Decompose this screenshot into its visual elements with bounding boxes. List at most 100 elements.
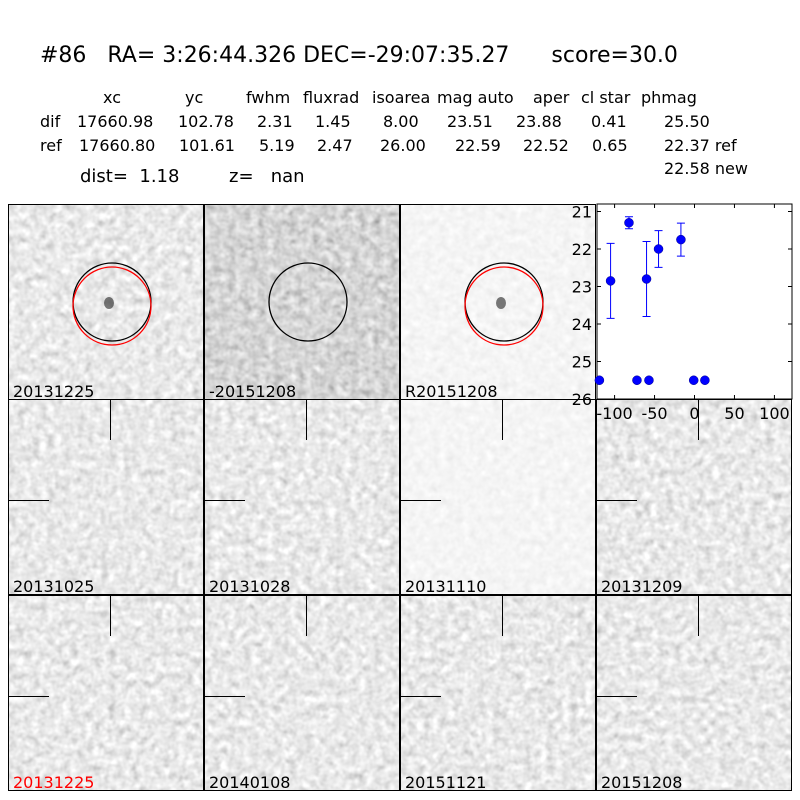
stamp-date-label: 20131028 xyxy=(209,577,291,595)
x-tick-label: 50 xyxy=(724,404,744,423)
column-header: isoarea xyxy=(372,88,431,107)
data-point xyxy=(632,375,642,385)
table-cell: 1.45 xyxy=(315,112,351,131)
stamp-image xyxy=(401,205,595,399)
data-point xyxy=(688,375,699,385)
stamp-date-label: 20131209 xyxy=(601,577,683,595)
column-header: mag auto xyxy=(437,88,514,107)
stamp-date-label: 20131025 xyxy=(13,577,95,595)
y-tick-label: 25 xyxy=(572,353,592,372)
crosshair-horizontal xyxy=(401,696,441,697)
image-stamp[interactable]: 20131110 xyxy=(400,399,596,595)
data-point xyxy=(700,375,710,385)
table-cell: 26.00 xyxy=(380,136,426,155)
column-header: phmag xyxy=(641,88,697,107)
crosshair-horizontal xyxy=(9,696,49,697)
crosshair-vertical xyxy=(502,596,503,636)
table-cell: 2.31 xyxy=(257,112,293,131)
stamp-image xyxy=(401,400,595,594)
crosshair-vertical xyxy=(502,400,503,440)
crosshair-vertical xyxy=(110,400,111,440)
plot-axes xyxy=(596,203,793,400)
crosshair-vertical xyxy=(110,596,111,636)
y-tick-label: 24 xyxy=(572,315,592,334)
stamp-date-label: 20140108 xyxy=(209,773,291,791)
source-blob xyxy=(496,297,506,309)
image-stamp[interactable]: 20131225 xyxy=(8,595,204,791)
column-header: cl star xyxy=(581,88,631,107)
table-cell: 17660.80 xyxy=(79,136,156,155)
data-point xyxy=(653,244,664,254)
crosshair-horizontal xyxy=(205,500,245,501)
table-cell: 101.61 xyxy=(179,136,235,155)
table-cell: 23.88 xyxy=(516,112,562,131)
data-point xyxy=(624,218,634,228)
stamp-image xyxy=(205,205,399,399)
z-value: z= nan xyxy=(229,166,305,187)
image-stamp[interactable]: 20131028 xyxy=(204,399,400,595)
table-cell: 22.59 xyxy=(455,136,501,155)
image-stamp[interactable]: 20151208 xyxy=(596,595,792,791)
table-cell: 23.51 xyxy=(447,112,493,131)
table-cell: 5.19 xyxy=(259,136,295,155)
light-curve-plot: 21 22 23 24 25 26-100 -50 0 50 100 xyxy=(572,203,793,423)
stamp-image xyxy=(597,596,791,790)
stamp-image xyxy=(9,205,203,399)
figure-title: #86 RA= 3:26:44.326 DEC=-29:07:35.27 sco… xyxy=(40,43,678,68)
image-stamp[interactable]: 20131025 xyxy=(8,399,204,595)
table-cell: 22.52 xyxy=(523,136,569,155)
data-point xyxy=(644,375,654,385)
image-stamp[interactable]: R20151208 xyxy=(400,204,596,400)
data-point xyxy=(676,234,686,245)
table-cell: 8.00 xyxy=(383,112,419,131)
image-stamp[interactable]: 20131209 xyxy=(596,399,792,595)
black-aperture-circle xyxy=(268,262,348,342)
x-tick-label: 100 xyxy=(759,404,790,423)
image-stamp[interactable]: 20151121 xyxy=(400,595,596,791)
row-label: ref xyxy=(40,136,62,155)
image-stamp[interactable]: 20140108 xyxy=(204,595,400,791)
x-tick-label: 0 xyxy=(689,404,699,423)
image-stamp[interactable]: 20131225 xyxy=(8,204,204,400)
x-tick-label: -50 xyxy=(641,404,667,423)
crosshair-horizontal xyxy=(597,500,637,501)
y-tick-label: 23 xyxy=(572,278,592,297)
column-header: xc xyxy=(103,88,121,107)
table-cell: 22.37 ref xyxy=(664,136,737,155)
stamp-image xyxy=(205,596,399,790)
crosshair-horizontal xyxy=(401,500,441,501)
crosshair-horizontal xyxy=(597,696,637,697)
column-header: fluxrad xyxy=(303,88,360,107)
column-header: aper xyxy=(533,88,570,107)
table-cell: 102.78 xyxy=(178,112,234,131)
stamp-date-label: -20151208 xyxy=(209,382,297,400)
data-point xyxy=(641,274,652,284)
stamp-date-label: 20131225 xyxy=(13,773,95,791)
red-aperture-circle xyxy=(464,266,544,346)
y-tick-label: 22 xyxy=(572,240,592,259)
y-tick-label: 21 xyxy=(572,203,592,222)
red-aperture-circle xyxy=(72,266,152,346)
stamp-image xyxy=(9,596,203,790)
table-cell: 0.41 xyxy=(591,112,627,131)
stamp-image xyxy=(9,400,203,594)
column-header: yc xyxy=(185,88,204,107)
stamp-date-label: 20151121 xyxy=(405,773,487,791)
table-cell: 17660.98 xyxy=(77,112,154,131)
table-cell: 2.47 xyxy=(317,136,353,155)
source-blob xyxy=(104,297,114,309)
crosshair-vertical xyxy=(306,400,307,440)
stamp-date-label: R20151208 xyxy=(405,382,498,400)
crosshair-horizontal xyxy=(9,500,49,501)
x-tick-label: -100 xyxy=(596,404,632,423)
stamp-image xyxy=(205,400,399,594)
data-point xyxy=(594,375,605,385)
crosshair-vertical xyxy=(698,400,699,440)
data-point xyxy=(605,276,616,286)
image-stamp[interactable]: -20151208 xyxy=(204,204,400,400)
table-cell: 0.65 xyxy=(592,136,628,155)
stamp-image xyxy=(597,400,791,594)
crosshair-horizontal xyxy=(205,696,245,697)
stamp-date-label: 20151208 xyxy=(601,773,683,791)
stamp-image xyxy=(401,596,595,790)
